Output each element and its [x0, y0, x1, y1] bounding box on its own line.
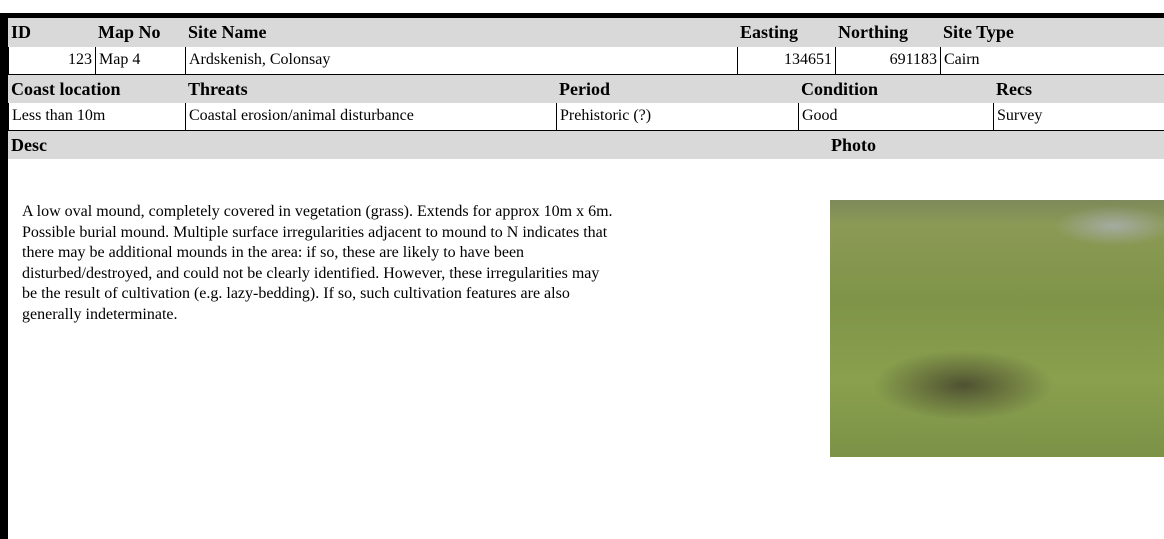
field-value: Map 4	[95, 47, 185, 75]
field-value: 134651	[737, 47, 835, 75]
description-line: Possible burial mound. Multiple surface …	[22, 223, 608, 241]
description-line: there may be additional mounds in the ar…	[22, 244, 525, 261]
description-line: generally indeterminate.	[22, 305, 178, 323]
field-label: Coast location	[8, 75, 185, 103]
field-label: Site Name	[185, 18, 737, 47]
site-photo	[830, 200, 1164, 457]
field-value: 123	[8, 47, 95, 75]
field-label: ID	[8, 18, 95, 47]
field-value: Less than 10m	[8, 103, 185, 131]
description-line: A low oval mound, completely covered in …	[22, 203, 613, 220]
field-label: Condition	[798, 75, 993, 103]
field-value: 691183	[835, 47, 940, 75]
field-label: Map No	[95, 18, 185, 47]
field-value: Prehistoric (?)	[556, 103, 798, 131]
field-label: Desc	[8, 131, 828, 159]
field-label: Site Type	[940, 18, 1164, 47]
field-value: Good	[798, 103, 993, 131]
field-label: Recs	[993, 75, 1164, 103]
field-value: Cairn	[940, 47, 1164, 75]
field-label: Threats	[185, 75, 556, 103]
field-value: Ardskenish, Colonsay	[185, 47, 737, 75]
field-label: Northing	[835, 18, 940, 47]
field-value: Coastal erosion/animal disturbance	[185, 103, 556, 131]
description-line: be the result of cultivation (e.g. lazy-…	[22, 285, 570, 302]
frame-top	[0, 13, 1164, 18]
frame-left	[0, 13, 8, 539]
field-label: Easting	[737, 18, 835, 47]
description-line: disturbed/destroyed, and could not be cl…	[22, 264, 600, 282]
description: A low oval mound, completely covered in …	[22, 202, 613, 325]
field-label: Period	[556, 75, 798, 103]
field-label: Photo	[828, 131, 1164, 159]
field-value: Survey	[993, 103, 1164, 131]
